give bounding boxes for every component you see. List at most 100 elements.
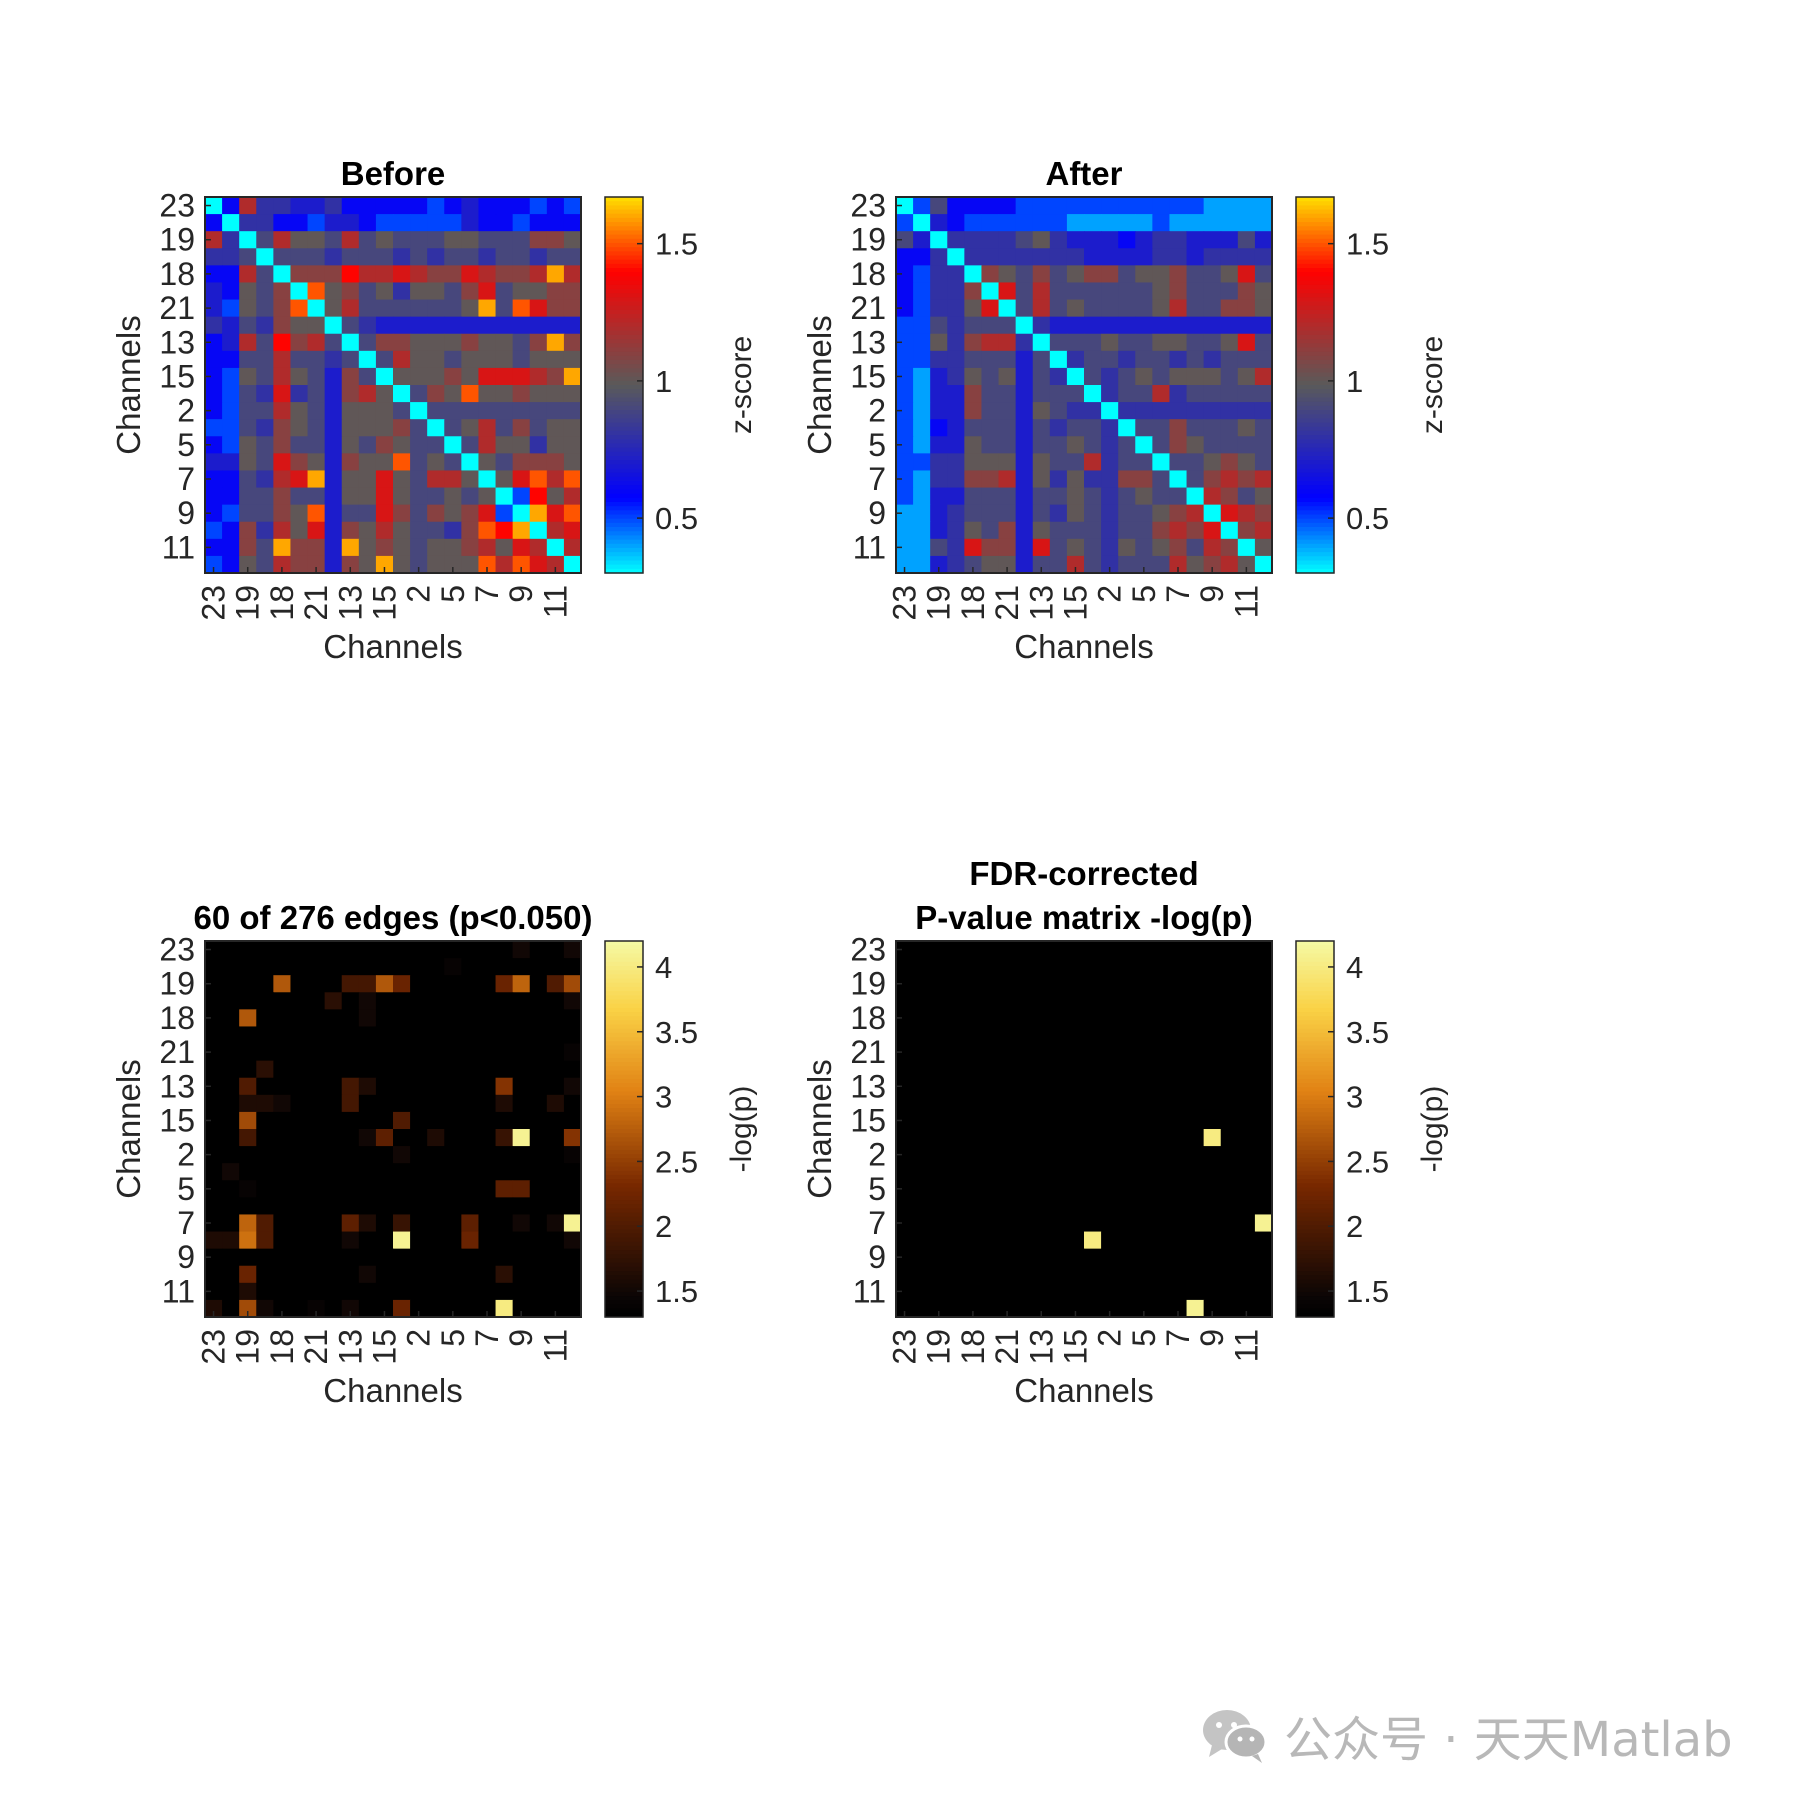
heatmap-cell [1049,231,1068,249]
heatmap-cell [1237,1248,1256,1267]
x-tick-label: 15 [366,1329,402,1365]
heatmap-cell [1066,487,1085,506]
heatmap-cell [256,1146,274,1164]
heatmap-cell [981,487,1000,506]
colorbar-segment [1296,1141,1334,1147]
heatmap-cell [444,1282,462,1301]
colorbar-segment [1296,945,1334,950]
heatmap-cell [273,1299,292,1318]
colorbar-segment [1296,1062,1334,1067]
heatmap-cell [290,1248,309,1267]
heatmap-cell [358,1299,377,1318]
heatmap-cell [913,1077,931,1096]
colorbar-segment [1296,1312,1334,1318]
heatmap-cell [1084,419,1102,437]
heatmap-cell [461,470,480,489]
heatmap-cell [1101,350,1119,369]
colorbar-segment [605,1245,643,1251]
heatmap-cell [222,470,240,489]
heatmap-cell [964,975,983,993]
heatmap-cell [998,1146,1017,1164]
colorbar-segment [1296,272,1334,277]
heatmap-cell [947,958,965,976]
heatmap-cell [1015,453,1034,472]
heatmap-cell [512,1077,531,1096]
heatmap-cell [546,941,565,959]
heatmap-cell [1101,419,1119,437]
y-tick-label: 7 [868,1205,886,1241]
heatmap-cell [273,958,292,976]
heatmap-cell [1049,350,1068,369]
heatmap-cell [1066,1060,1085,1079]
heatmap-cell [1152,248,1171,266]
heatmap-cell [444,1129,462,1147]
heatmap-cell [1032,299,1051,318]
y-tick-label: 15 [159,358,195,394]
heatmap-cell [546,402,565,420]
heatmap-cell [1254,367,1273,386]
heatmap-cell [1015,1180,1034,1198]
heatmap-cell [1237,214,1256,232]
heatmap-cell [913,453,931,472]
heatmap-cell [1118,992,1136,1010]
heatmap-cell [273,487,292,506]
heatmap-cell [1237,1214,1256,1233]
heatmap-cell [1237,555,1256,574]
heatmap-cell [981,1163,1000,1181]
heatmap-cell [444,1146,462,1164]
heatmap-cell [427,504,445,523]
heatmap-cell [1015,1077,1034,1096]
heatmap-cell [427,941,445,959]
heatmap-cell [341,487,360,506]
heatmap-cell [964,214,983,232]
heatmap-cell [256,1026,274,1045]
heatmap-cell [512,992,531,1010]
heatmap-cell [478,941,497,959]
y-tick-label: 15 [850,1102,886,1138]
heatmap-cell [427,1214,445,1233]
colorbar-segment [1296,1304,1334,1310]
heatmap-cell [998,453,1017,472]
heatmap-cell [896,436,914,454]
heatmap-cell [222,333,240,352]
heatmap-cell [341,1111,360,1130]
heatmap-cell [1169,1214,1188,1233]
heatmap-cell [427,1265,445,1284]
heatmap-cell [964,487,983,506]
heatmap-cell [1015,197,1034,215]
colorbar-tick-label: 4 [655,950,672,985]
x-tick-label: 9 [503,1329,539,1347]
heatmap-cell [1032,975,1051,993]
heatmap-cell [1049,453,1068,472]
heatmap-cell [222,1214,240,1233]
heatmap-cell [444,1026,462,1045]
heatmap-cell [444,1060,462,1079]
heatmap-cell [1101,958,1119,976]
heatmap-cell [1152,1282,1171,1301]
heatmap-cell [1032,453,1051,472]
heatmap-cell [546,1009,565,1028]
colorbar-segment [605,1087,643,1092]
heatmap-cell [1254,1248,1273,1267]
heatmap-cell [290,453,309,472]
heatmap-cell [410,1265,428,1284]
heatmap-cell [324,1163,343,1181]
y-tick-label: 18 [850,256,886,292]
heatmap-cell [205,1265,223,1284]
heatmap-cell [1220,538,1239,557]
colorbar-segment [1296,364,1334,369]
heatmap-cell [1169,231,1188,249]
heatmap-cell [930,419,948,437]
heatmap-cell [1101,1077,1119,1096]
heatmap-cell [495,1009,514,1028]
heatmap-cell [393,1163,411,1181]
heatmap-cell [222,1111,240,1130]
heatmap-cell [563,1026,582,1045]
colorbar-segment [605,1233,643,1239]
heatmap-cell [478,958,497,976]
heatmap-cell [1032,1043,1051,1062]
heatmap-cell [913,504,931,523]
heatmap-cell [947,975,965,993]
heatmap-cell [256,1248,274,1267]
heatmap-cell [1118,402,1136,420]
